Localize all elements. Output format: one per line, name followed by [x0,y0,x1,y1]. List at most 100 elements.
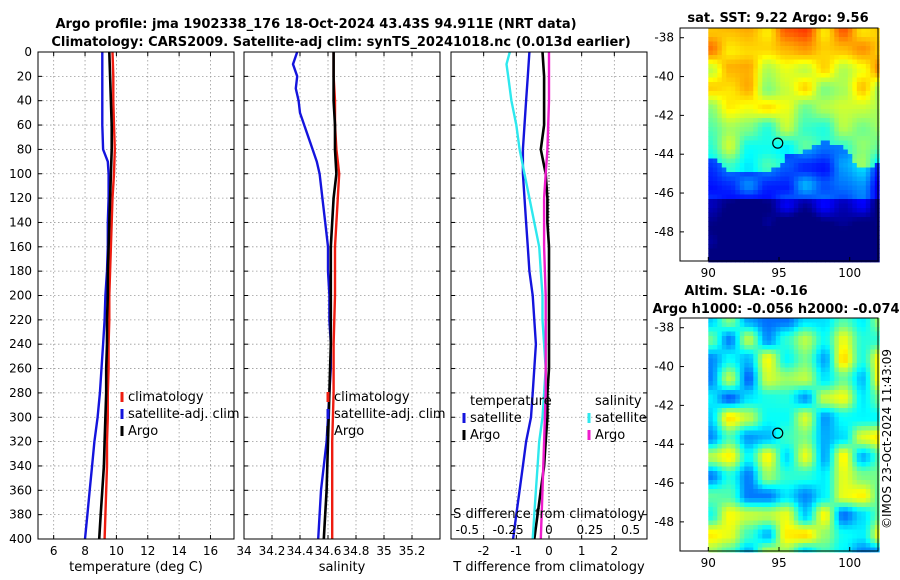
map-cell [721,426,727,431]
map-cell [762,154,768,159]
map-cell [798,163,804,168]
map-cell [744,194,750,200]
map-cell [802,408,808,413]
map-cell [829,176,835,182]
map-cell [712,194,718,200]
map-cell [789,327,795,332]
map-cell [847,412,853,418]
map-cell [739,68,745,74]
map-cell [852,484,858,490]
map-cell [870,493,876,499]
map-cell [820,208,826,213]
map-cell [865,394,871,400]
map-cell [735,493,741,499]
map-cell [739,525,745,530]
map-cell [708,435,714,440]
map-cell [757,59,763,65]
map-cell [721,349,727,355]
map-cell [852,525,858,530]
map-cell [861,145,867,150]
map-cell [775,109,781,114]
y-tick-label: -42 [654,108,674,122]
map-cell [852,471,858,476]
map-cell [748,68,754,74]
map-cell [771,426,777,431]
map-cell [843,140,849,146]
map-cell [802,381,808,386]
map-cell [820,73,826,78]
map-cell [820,41,826,47]
map-cell [861,529,867,535]
map-cell [847,91,853,96]
map-cell [820,462,826,467]
map-cell [829,534,835,539]
map-cell [811,239,817,245]
map-cell [766,394,772,400]
map-cell [744,466,750,472]
map-cell [780,363,786,368]
map-cell [753,466,759,472]
map-cell [748,212,754,218]
map-cell [748,77,754,83]
map-cell [771,199,777,204]
map-cell [739,340,745,346]
map-cell [834,453,840,458]
map-cell [847,253,853,258]
map-cell [753,529,759,535]
map-cell [834,385,840,391]
map-cell [762,199,768,204]
map-cell [739,484,745,490]
map-cell [798,212,804,218]
map-cell [852,489,858,494]
map-cell [708,340,714,346]
x2-tick-label: 0 [545,523,553,537]
map-cell [780,104,786,110]
map-cell [811,363,817,368]
map-cell [843,176,849,182]
map-cell [789,376,795,382]
map-cell [793,453,799,458]
map-cell [829,122,835,128]
map-cell [739,502,745,508]
map-cell [874,448,880,454]
map-cell [721,235,727,240]
map-cell [762,403,768,409]
map-cell [726,372,732,377]
map-cell [712,50,718,56]
map-cell [739,59,745,65]
map-cell [861,318,867,323]
map-cell [798,190,804,195]
map-cell [870,59,876,65]
map-cell [721,511,727,517]
map-cell [793,327,799,332]
map-cell [744,340,750,346]
map-cell [771,421,777,427]
map-cell [856,212,862,218]
map-cell [784,244,790,249]
map-cell [861,221,867,227]
map-cell [753,194,759,200]
map-cell [816,32,822,38]
map-cell [708,181,714,186]
map-cell [802,403,808,409]
map-cell [820,507,826,512]
map-cell [721,471,727,476]
map-cell [721,331,727,337]
map-cell [852,534,858,539]
map-cell [789,131,795,137]
map-cell [811,208,817,213]
map-cell [748,253,754,258]
map-cell [820,59,826,65]
map-cell [721,257,727,263]
map-cell [802,516,808,521]
map-cell [847,32,853,38]
map-cell [802,538,808,544]
map-cell [757,547,763,553]
map-cell [807,154,813,159]
map-cell [798,525,804,530]
map-cell [793,131,799,137]
map-cell [820,100,826,105]
map-cell [744,190,750,195]
map-cell [717,322,723,328]
map-cell [757,484,763,490]
